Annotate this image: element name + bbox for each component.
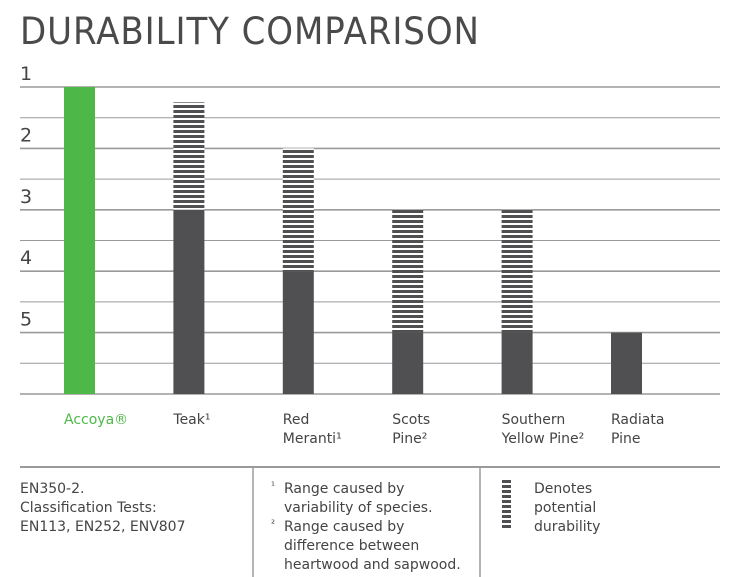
standards-text: EN350-2. Classification Tests: EN113, EN25… [20,481,186,535]
y-tick-label: 2 [20,124,32,146]
category-label: Teak¹ [173,411,210,430]
hatch-legend-icon [502,480,511,530]
footnote-1: ¹ Range caused by variability of species. [271,481,433,516]
potential-durability-bar [392,209,424,333]
y-tick-label: 4 [20,247,32,269]
category-label-line: Accoya® [64,412,129,428]
durability-bar [501,332,533,394]
durability-bar [392,332,424,394]
category-label-line: Southern [501,412,566,428]
category-label-line: Pine [611,431,641,447]
category-label: Red Meranti¹ [283,411,342,449]
durability-bar [173,209,205,394]
category-label-line: Teak¹ [173,412,211,428]
y-tick-label: 3 [20,186,32,208]
potential-durability-bar [282,148,314,272]
durability-bar [64,87,95,394]
category-label-line: Meranti¹ [282,431,342,447]
category-label: Radiata Pine [611,411,664,449]
category-label: Southern Yellow Pine² [502,411,585,449]
category-label-line: Scots [392,412,431,428]
durability-bar [282,271,314,394]
category-label-line: Pine² [392,431,428,447]
category-label-line: Red [282,412,310,428]
category-label-line: Radiata [611,412,665,428]
category-label: Accoya® [64,411,128,430]
footnote-2: ² Range caused by difference between heart… [271,519,461,573]
y-tick-label: 1 [20,63,32,85]
category-label: Scots Pine² [392,411,430,449]
chart-title: DURABILITY COMPARISON [20,10,480,53]
potential-durability-bar [173,102,205,210]
durability-bar [611,332,642,394]
potential-durability-bar [501,209,533,333]
legend-text: Denotes potential durability [534,481,601,535]
category-label-line: Yellow Pine² [501,431,585,447]
y-tick-label: 5 [20,309,32,331]
